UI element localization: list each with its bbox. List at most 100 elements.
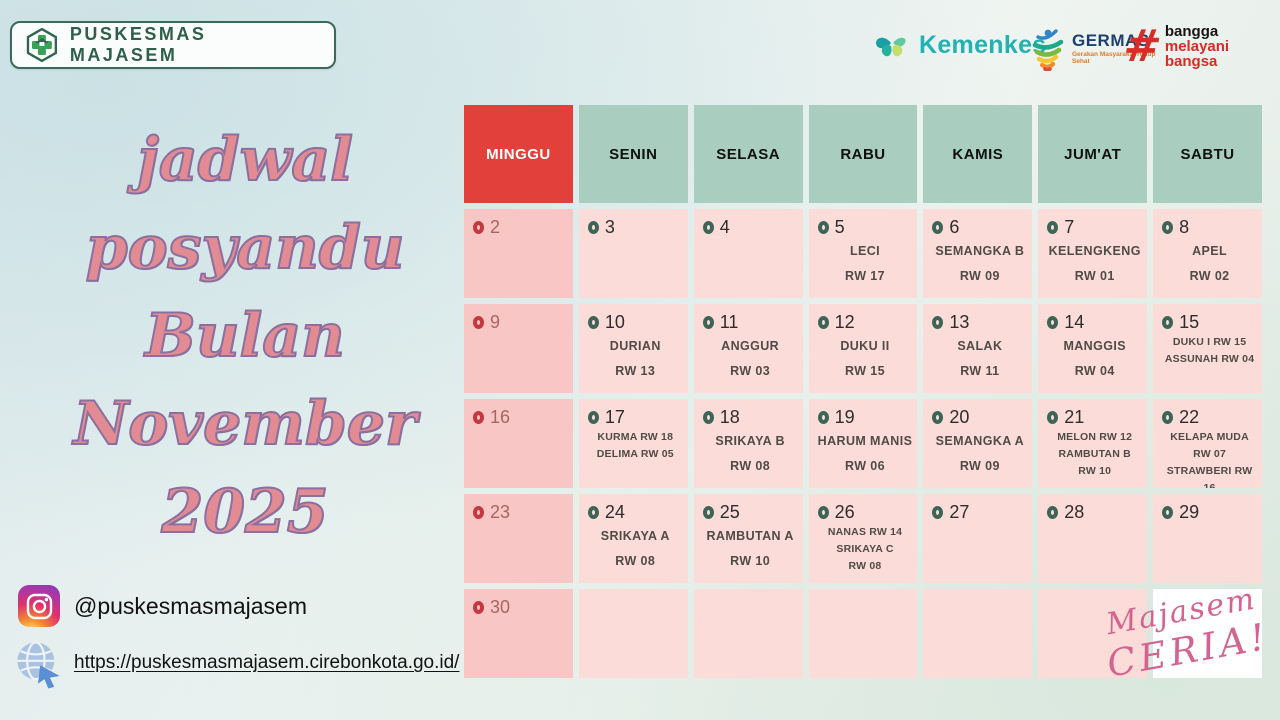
posyandu-event: SRIKAYA A RW 08 — [588, 524, 683, 574]
posyandu-event: DURIAN RW 13 — [588, 334, 683, 384]
event-line: ANGGUR — [721, 339, 780, 353]
event-line: STRAWBERI RW 16 — [1166, 465, 1253, 488]
date-number: 11 — [719, 312, 739, 332]
date-number: 9 — [490, 312, 501, 332]
event-line: RW 13 — [615, 364, 656, 378]
event-line: RW 15 — [845, 364, 885, 378]
posyandu-event: KELENGKENG RW 01 — [1047, 239, 1142, 289]
event-line: DELIMA RW 05 — [596, 448, 674, 460]
date-circle-icon — [817, 411, 829, 424]
day-label: MINGGU — [486, 145, 551, 163]
posyandu-event: SEMANGKA A RW 09 — [932, 429, 1027, 479]
event-line: KELENGKENG — [1048, 244, 1141, 258]
date-number: 28 — [1064, 502, 1085, 522]
day-label: KAMIS — [952, 145, 1004, 163]
posyandu-event: SALAK RW 11 — [932, 334, 1027, 384]
germas-sublabel: Gerakan Masyarakat Hidup Sehat — [1072, 51, 1156, 65]
date-number: 13 — [949, 312, 970, 332]
calendar-cell-22: 22 KELAPA MUDA RW 07 STRAWBERI RW 16 — [1153, 399, 1262, 488]
date-circle-icon — [473, 221, 484, 234]
date-circle-icon — [473, 601, 484, 614]
posyandu-event: HARUM MANIS RW 06 — [818, 429, 913, 479]
date-circle-icon — [1162, 221, 1174, 234]
date-circle-icon — [1162, 411, 1174, 424]
date-number: 6 — [949, 217, 960, 237]
hashtag-icon: # — [1120, 20, 1165, 72]
calendar-cell-5: 5 LECI RW 17 — [808, 209, 918, 298]
date-circle-icon — [1047, 316, 1059, 329]
clinic-name: PUSKESMAS MAJASEM — [69, 24, 207, 65]
calendar-cell-20: 20 SEMANGKA A RW 09 — [923, 399, 1033, 488]
date-circle-icon — [1162, 506, 1174, 519]
date-number: 7 — [1064, 217, 1075, 237]
germas-icon — [1032, 29, 1064, 71]
calendar-cell-10: 10 DURIAN RW 13 — [578, 304, 688, 393]
date-circle-icon — [587, 411, 599, 424]
event-line: DUKU II — [840, 339, 890, 353]
date-circle-icon — [702, 316, 714, 329]
date-number: 16 — [490, 407, 511, 427]
event-line: DURIAN — [609, 339, 661, 353]
melayani-line: melayani — [1164, 38, 1230, 55]
date-circle-icon — [702, 221, 714, 234]
date-circle-icon — [1047, 411, 1059, 424]
event-line: RW 10 — [730, 554, 771, 568]
event-line: RW 10 — [1078, 465, 1112, 477]
date-number: 19 — [834, 407, 855, 427]
posyandu-event: LECI RW 17 — [818, 239, 913, 289]
day-label: RABU — [840, 145, 886, 163]
calendar-header-minggu: MINGGU — [464, 105, 573, 203]
event-line: RW 09 — [959, 269, 1000, 283]
posyandu-event: APEL RW 02 — [1162, 239, 1257, 289]
date-number: 29 — [1179, 502, 1200, 522]
empty-cell — [808, 589, 918, 678]
calendar-cell-30: 30 — [464, 589, 573, 678]
date-number: 10 — [604, 312, 625, 332]
date-circle-icon — [1047, 506, 1059, 519]
event-line: RW 07 — [1193, 448, 1227, 460]
date-number: 26 — [834, 502, 855, 522]
calendar-cell-23: 23 — [464, 494, 573, 583]
posyandu-event: ANGGUR RW 03 — [703, 334, 798, 384]
empty-cell — [693, 589, 803, 678]
date-number: 4 — [719, 217, 730, 237]
bangga-melayani-bangsa-logo: # bangga melayani bangsa — [1120, 20, 1230, 72]
posyandu-event: DUKU I RW 15 ASSUNAH RW 04 — [1162, 334, 1257, 368]
posyandu-event: RAMBUTAN A RW 10 — [703, 524, 798, 574]
calendar-cell-28: 28 — [1038, 494, 1148, 583]
posyandu-event: SRIKAYA B RW 08 — [703, 429, 798, 479]
event-line: RAMBUTAN A — [706, 529, 794, 543]
calendar-cell-4: 4 — [693, 209, 803, 298]
event-line: RW 02 — [1189, 269, 1230, 283]
date-circle-icon — [932, 411, 944, 424]
calendar-cell-18: 18 SRIKAYA B RW 08 — [693, 399, 803, 488]
date-number: 14 — [1064, 312, 1085, 332]
event-line: RW 08 — [848, 560, 882, 572]
calendar-cell-12: 12 DUKU II RW 15 — [808, 304, 918, 393]
date-circle-icon — [932, 316, 944, 329]
calendar-cell-27: 27 — [923, 494, 1033, 583]
event-line: LECI — [849, 244, 881, 258]
title-line-bulan: Bulan — [144, 300, 346, 372]
calendar-header-senin: SENIN — [578, 105, 688, 203]
posyandu-event: DUKU II RW 15 — [818, 334, 913, 384]
date-number: 30 — [490, 597, 511, 617]
date-circle-icon — [587, 316, 599, 329]
date-circle-icon — [817, 221, 829, 234]
bangga-line: bangga — [1164, 23, 1219, 40]
germas-logo: GERMAS Gerakan Masyarakat Hidup Sehat — [1026, 25, 1164, 71]
event-line: RW 01 — [1074, 269, 1115, 283]
date-circle-icon — [702, 411, 714, 424]
event-line: ASSUNAH RW 04 — [1164, 353, 1255, 365]
event-line: SRIKAYA C — [836, 543, 894, 555]
germas-label: GERMAS — [1072, 31, 1150, 50]
poster-title: jadwal posyandu Bulan November 2025 — [38, 116, 452, 556]
instagram-handle[interactable]: @puskesmasmajasem — [74, 592, 307, 619]
date-number: 27 — [949, 502, 970, 522]
event-line: SRIKAYA B — [715, 434, 785, 448]
date-circle-icon — [817, 506, 829, 519]
date-number: 17 — [604, 407, 625, 427]
website-link[interactable]: https://puskesmasmajasem.cirebonkota.go.… — [74, 652, 460, 673]
date-circle-icon — [932, 221, 944, 234]
event-line: SEMANGKA A — [935, 434, 1025, 448]
